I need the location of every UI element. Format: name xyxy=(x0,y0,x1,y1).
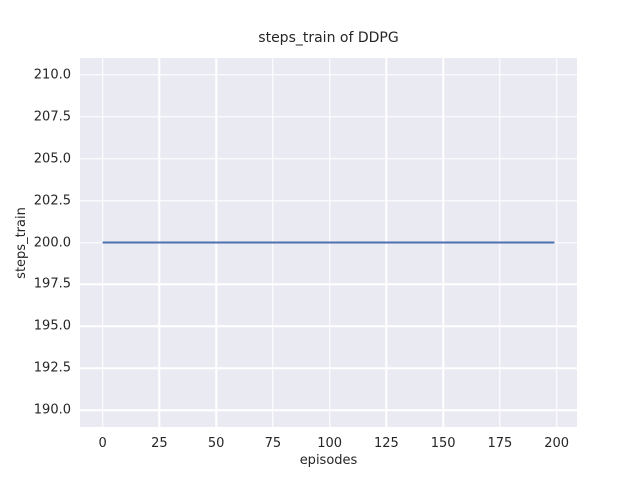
x-tick-label: 150 xyxy=(430,436,456,451)
x-tick-label: 175 xyxy=(487,436,513,451)
plot-area xyxy=(80,58,577,427)
y-gridline xyxy=(80,283,577,286)
y-tick-label: 200.0 xyxy=(33,235,71,250)
x-gridline xyxy=(101,58,104,427)
y-tick-label: 210.0 xyxy=(33,67,71,83)
x-tick-label: 125 xyxy=(373,436,399,451)
y-gridline xyxy=(80,115,577,118)
x-axis-label: episodes xyxy=(299,453,358,468)
x-tick-label: 75 xyxy=(264,436,282,451)
chart-title: steps_train of DDPG xyxy=(258,30,399,46)
x-tick-label: 50 xyxy=(207,436,225,451)
y-gridline xyxy=(80,409,577,411)
y-gridline xyxy=(80,367,577,370)
y-tick-label: 207.5 xyxy=(33,109,71,125)
y-gridline xyxy=(80,74,577,76)
y-tick-label: 202.5 xyxy=(33,193,71,209)
y-gridline xyxy=(80,157,577,160)
y-tick-label: 190.0 xyxy=(33,402,71,418)
x-tick-label: 0 xyxy=(98,436,107,451)
y-tick-label: 205.0 xyxy=(33,151,71,167)
y-tick-label: 195.0 xyxy=(33,318,71,334)
x-tick-label: 200 xyxy=(544,436,570,451)
line-series-layer xyxy=(102,241,555,244)
y-gridline xyxy=(80,199,577,202)
x-gridline xyxy=(555,58,558,427)
y-gridline xyxy=(80,325,577,328)
y-tick-label: 197.5 xyxy=(33,276,71,292)
y-tick-label: 192.5 xyxy=(33,360,71,376)
x-tick-label: 100 xyxy=(317,436,343,451)
x-tick-label: 25 xyxy=(151,436,168,451)
